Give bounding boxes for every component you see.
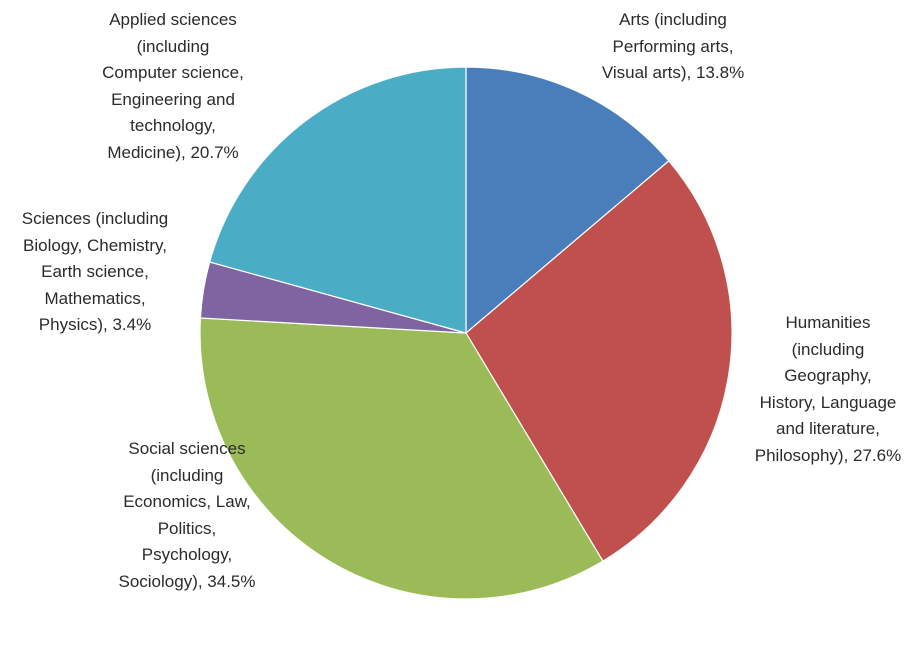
slice-label-arts: Arts (including Performing arts, Visual …	[568, 7, 778, 87]
slice-label-humanities: Humanities (including Geography, History…	[738, 310, 918, 469]
slice-label-sciences: Sciences (including Biology, Chemistry, …	[0, 206, 190, 339]
label-line: Medicine), 20.7%	[107, 142, 239, 162]
label-line: Politics,	[157, 518, 217, 538]
label-line: Applied sciences	[109, 10, 237, 29]
label-line: Arts (including	[619, 10, 727, 29]
pie-slice-humanities	[465, 160, 733, 562]
label-line: History, Language	[759, 392, 897, 412]
label-line: Engineering and	[111, 89, 235, 109]
label-line: Philosophy), 27.6%	[754, 445, 902, 465]
label-line: Geography,	[784, 366, 872, 385]
label-line: Visual arts), 13.8%	[601, 63, 745, 82]
pie-slice-arts	[465, 66, 670, 335]
label-line: Performing arts,	[612, 36, 734, 56]
label-line: (including	[136, 36, 210, 56]
label-line: Psychology,	[141, 545, 233, 564]
label-line: Social sciences	[128, 439, 246, 458]
label-line: (including	[150, 465, 224, 485]
label-line: Earth science,	[41, 262, 149, 281]
pie-slices	[199, 66, 733, 600]
label-line: Mathematics,	[44, 288, 146, 308]
label-line: technology,	[130, 116, 216, 135]
label-line: Biology, Chemistry,	[23, 235, 167, 255]
label-line: Sciences (including	[21, 209, 169, 228]
label-line: Economics, Law,	[123, 492, 251, 511]
label-line: Physics), 3.4%	[38, 315, 152, 334]
pie-slice-applied-sciences	[208, 66, 467, 334]
label-line: and literature,	[776, 419, 880, 438]
pie-slice-social-sciences	[199, 317, 604, 600]
label-line: (including	[791, 339, 865, 359]
label-line: Sociology), 34.5%	[118, 571, 256, 591]
slice-label-applied-sciences: Applied sciences (including Computer sci…	[68, 7, 278, 166]
slice-label-social-sciences: Social sciences (including Economics, La…	[82, 436, 292, 595]
label-line: Humanities	[785, 313, 871, 332]
label-line: Computer science,	[102, 63, 244, 82]
